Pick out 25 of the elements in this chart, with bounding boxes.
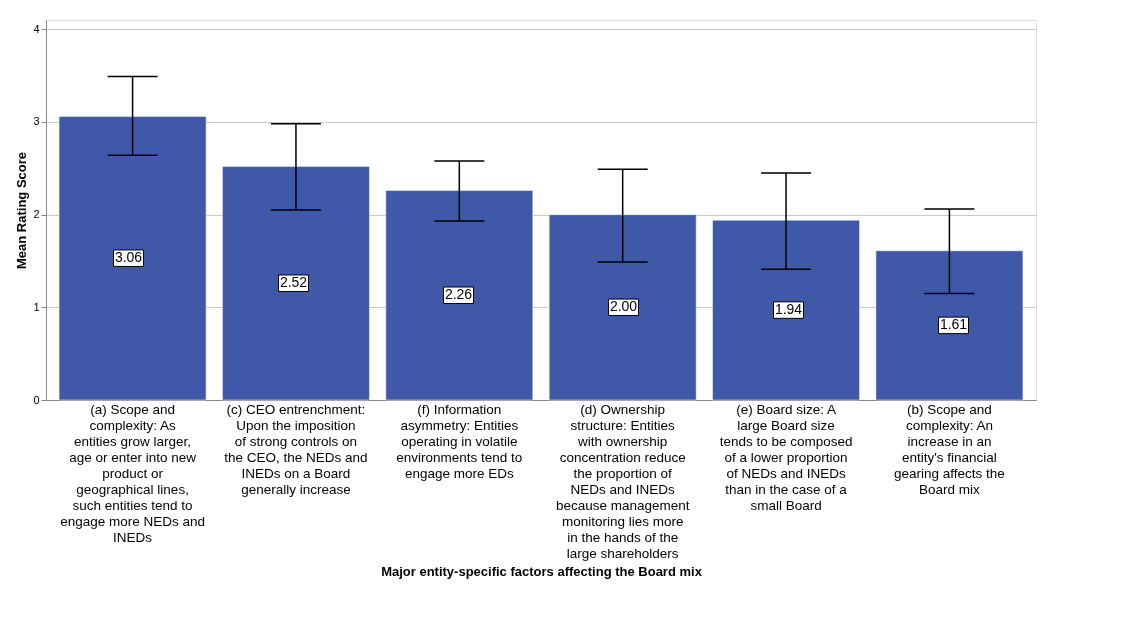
y-tick-label: 1 — [33, 300, 40, 313]
category-label: (d) Ownership structure: Entities with ownership concentration reduce the proportion of NEDs and INEDs because management monitoring lies more in the hands of the large shareholders — [555, 401, 690, 561]
bar — [875, 250, 1024, 401]
x-tick-label: (f) Information asymmetry: Entities operating in volatile environments tend to engage more EDs — [396, 401, 523, 481]
y-tick-label: 3 — [33, 115, 40, 128]
x-tick-label: (e) Board size: A large Board size tends to be composed of a lower proportion of NEDs and INEDs than in the case of a small Board — [719, 401, 853, 513]
data-label: 1.94 — [774, 301, 803, 318]
data-label: 1.61 — [939, 316, 968, 333]
y-tick-label: 2 — [33, 208, 40, 221]
data-label: 3.06 — [114, 249, 143, 266]
y-tick-label: 4 — [33, 22, 40, 35]
data-label: 2.00 — [609, 298, 638, 315]
bar — [222, 166, 370, 401]
data-label: 2.52 — [279, 274, 308, 291]
bar — [385, 190, 534, 401]
x-axis-title: Major entity-specific factors affecting the Board mix — [381, 564, 703, 579]
y-axis-title: Mean Rating Score — [14, 151, 30, 270]
data-label: 2.26 — [444, 286, 473, 303]
category-label: (a) Scope and complexity: As entities grow larger, age or enter into new product or geographical lines, such entities tend to engage more NEDs and INEDs — [60, 401, 206, 545]
y-tick-label: 0 — [33, 393, 40, 406]
bar — [548, 214, 697, 401]
bar — [58, 116, 207, 401]
bar — [712, 219, 860, 401]
x-tick-label: (b) Scope and complexity: An increase in an entity's financial gearing affects the Board mix — [894, 401, 1005, 497]
x-tick-label: (c) CEO entrenchment: Upon the imposition of strong controls on the CEO, the NEDs and INEDs on a Board generally increase — [224, 401, 368, 497]
